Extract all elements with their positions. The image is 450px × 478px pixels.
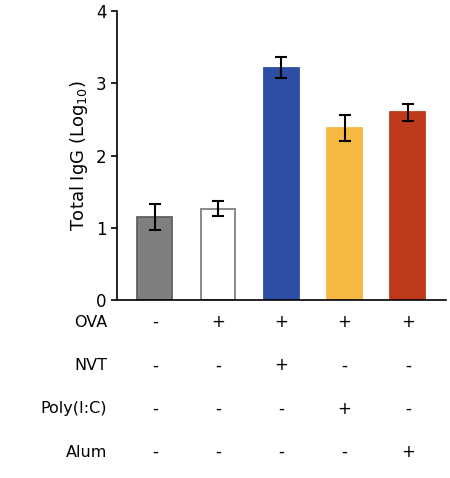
Text: Alum: Alum — [66, 445, 107, 460]
Bar — [137, 217, 172, 300]
Text: -: - — [279, 443, 284, 461]
Bar — [264, 67, 299, 300]
Text: -: - — [215, 443, 221, 461]
Text: -: - — [405, 400, 411, 418]
Text: -: - — [215, 357, 221, 374]
Text: +: + — [274, 357, 288, 374]
Text: -: - — [152, 400, 158, 418]
Text: -: - — [215, 400, 221, 418]
Text: NVT: NVT — [74, 358, 107, 373]
Text: -: - — [152, 313, 158, 331]
Text: +: + — [401, 443, 415, 461]
Bar — [201, 208, 235, 300]
Text: -: - — [279, 400, 284, 418]
Text: -: - — [342, 443, 347, 461]
Text: -: - — [152, 357, 158, 374]
Text: +: + — [401, 313, 415, 331]
Y-axis label: Total IgG (Log$_{10}$): Total IgG (Log$_{10}$) — [68, 80, 90, 231]
Text: +: + — [338, 400, 351, 418]
Text: +: + — [274, 313, 288, 331]
Text: -: - — [405, 357, 411, 374]
Text: +: + — [211, 313, 225, 331]
Bar — [391, 112, 425, 300]
Text: -: - — [152, 443, 158, 461]
Bar — [327, 128, 362, 300]
Text: OVA: OVA — [74, 315, 107, 329]
Text: -: - — [342, 357, 347, 374]
Text: +: + — [338, 313, 351, 331]
Text: Poly(I:C): Poly(I:C) — [41, 401, 107, 416]
